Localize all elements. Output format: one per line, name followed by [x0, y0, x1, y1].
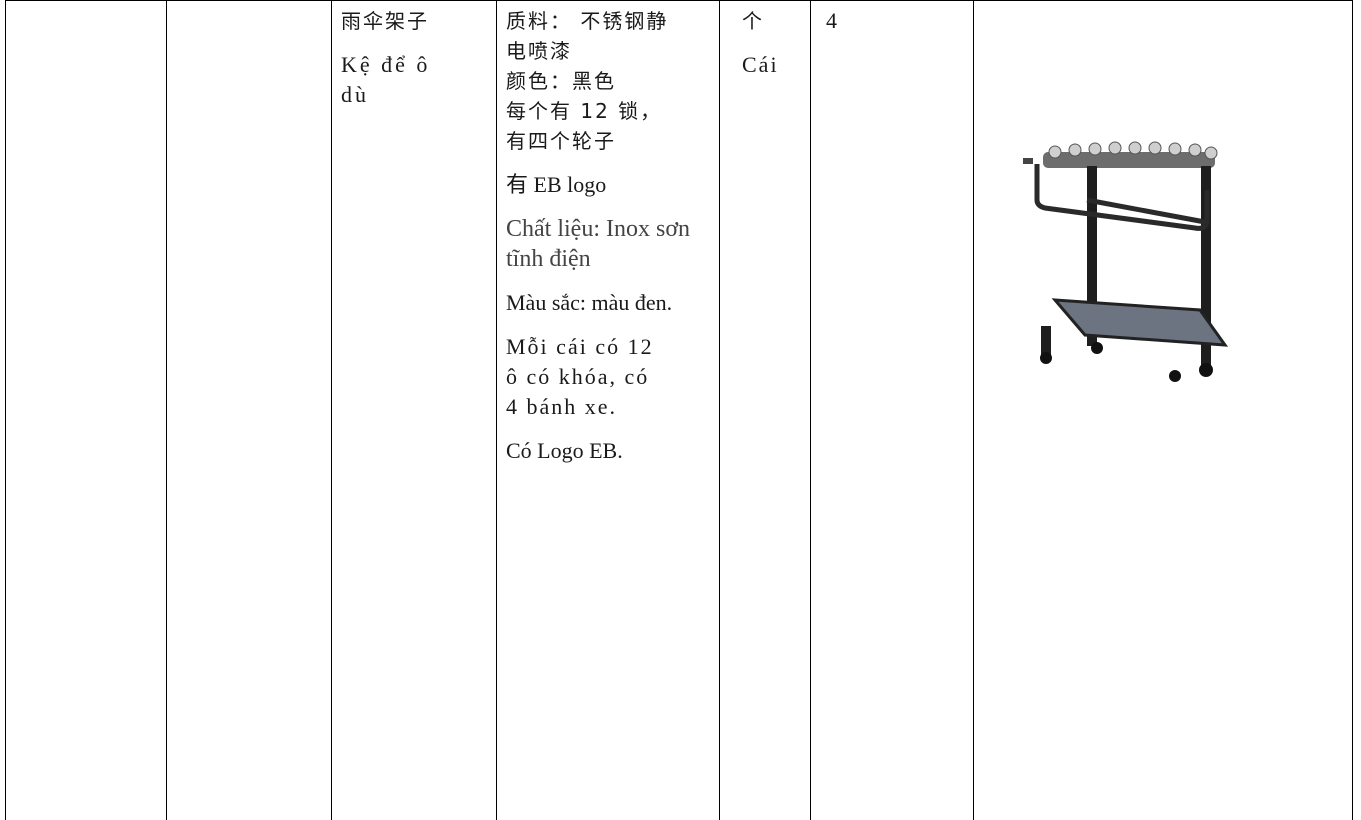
unit-cell: 个 Cái: [742, 6, 802, 94]
description-line: Chất liệu: Inox sơn tĩnh điện: [506, 216, 691, 272]
name-vi: Kệ để ô dù: [341, 52, 431, 107]
product-image: [1023, 141, 1229, 382]
column-border: [810, 0, 811, 820]
table-border: [5, 0, 1353, 1]
name-zh: 雨伞架子: [341, 9, 429, 33]
column-border: [973, 0, 974, 820]
quantity: 4: [826, 8, 839, 33]
description-cell: 质料： 不锈钢静电喷漆 颜色：黑色 每个有 12 锁，有四个轮子 有 EB lo…: [506, 6, 711, 480]
column-border: [331, 0, 332, 820]
column-border: [166, 0, 167, 820]
description-line: 有 EB logo: [506, 172, 607, 197]
unit-vi: Cái: [742, 52, 779, 77]
column-border: [1352, 0, 1353, 820]
description-line: 质料： 不锈钢静电喷漆: [506, 9, 669, 63]
description-line: Có Logo EB.: [506, 438, 623, 463]
name-cell: 雨伞架子 Kệ để ô dù: [341, 6, 466, 124]
unit-zh: 个: [742, 9, 764, 33]
description-line: 每个有 12 锁，有四个轮子: [506, 99, 663, 153]
column-border: [5, 0, 6, 820]
quantity-cell: 4: [826, 6, 839, 50]
column-border: [496, 0, 497, 820]
description-line: Màu sắc: màu đen.: [506, 290, 673, 315]
column-border: [719, 0, 720, 820]
description-line: Mỗi cái có 12 ô có khóa, có 4 bánh xe.: [506, 334, 654, 419]
description-line: 颜色：黑色: [506, 69, 616, 93]
